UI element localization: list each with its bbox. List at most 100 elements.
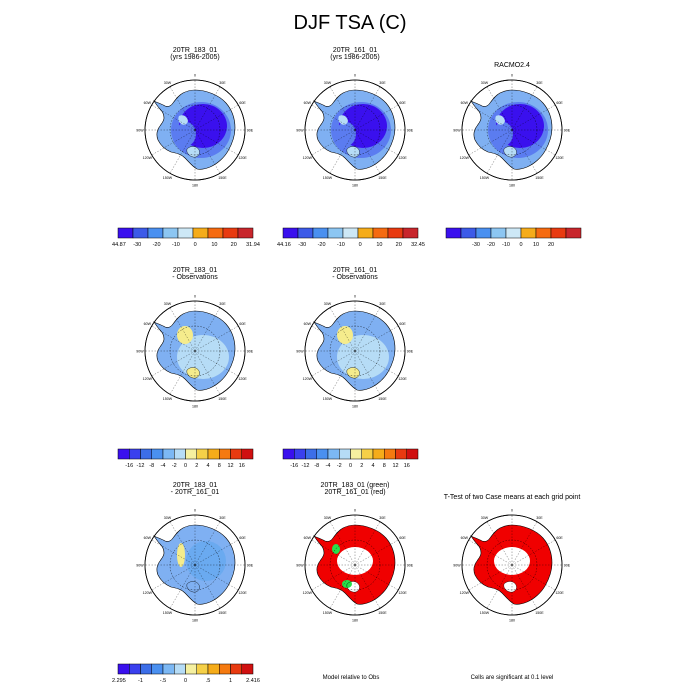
map-label: 0 <box>354 509 356 513</box>
colorbar-segment <box>395 448 407 460</box>
map-panel-8: 0 30E 60E 90E 120E 150E 180 150W 120W 90W 60W 30W <box>453 509 571 623</box>
colorbar-segment <box>140 663 152 675</box>
panel1-title: 20TR_183_01 (yrs 1986-2005) <box>170 47 220 61</box>
colorbar-segment <box>372 448 385 460</box>
colorbar-segment <box>327 448 340 460</box>
map-label: 60W <box>304 536 312 540</box>
map-label: 30W <box>324 302 332 306</box>
colorbar-tick-label: -44.87 <box>112 242 126 248</box>
map-label: 150E <box>218 397 227 401</box>
colorbar-tick-label: 32.45 <box>411 242 425 248</box>
colorbar-segment <box>565 227 582 239</box>
map-panel-3: 0 30E 60E 90E 120E 150E 180 150W 120W 90W 60W 30W <box>453 74 570 188</box>
colorbar-segment <box>151 448 164 460</box>
colorbar-segment <box>230 663 242 675</box>
map-label: 120W <box>303 156 313 160</box>
colorbar-segment <box>219 448 231 460</box>
map-label: 180 <box>509 184 515 188</box>
colorbar-segment <box>372 227 389 239</box>
colorbar-tick-label: -16 <box>125 463 133 469</box>
map-panel-6: 0 30E 60E 90E 120E 150E 180 150W 120W 90W 60W 30W <box>136 509 254 623</box>
map-label: 150W <box>163 397 173 401</box>
colorbar-segment <box>282 448 295 460</box>
colorbar-tick-label: -12 <box>137 463 145 469</box>
map-label: 30W <box>164 302 172 306</box>
colorbar-segment <box>445 227 462 239</box>
map-label: 0 <box>354 74 356 78</box>
map-label: 120W <box>303 591 313 595</box>
colorbar-tick-label: 2.416 <box>246 678 260 684</box>
map-label: 90E <box>564 564 571 568</box>
colorbar-segment <box>207 663 220 675</box>
colorbar-segment <box>361 448 374 460</box>
map-label: 60W <box>304 101 312 105</box>
map-label: 60E <box>239 101 246 105</box>
map-label: 90W <box>296 350 304 354</box>
colorbar-segment <box>241 448 254 460</box>
note-significance: Cells are significant at 0.1 level <box>470 675 554 681</box>
map-label: 120E <box>238 377 247 381</box>
map-label: 60W <box>144 101 152 105</box>
map-label: 150W <box>323 397 333 401</box>
colorbar-segment <box>196 663 209 675</box>
colorbar-segment <box>222 227 239 239</box>
colorbar-segment <box>117 448 130 460</box>
map-label: 90E <box>407 129 414 133</box>
colorbar-segment <box>327 227 344 239</box>
colorbar-tick-label: 10 <box>211 242 217 248</box>
map-label: 150W <box>480 176 490 180</box>
map-label: 0 <box>354 295 356 299</box>
map-label: 90W <box>453 564 461 568</box>
map-label: 30E <box>379 81 386 85</box>
panel5-title: 20TR_161_01- Observations <box>332 267 378 281</box>
colorbar-segment <box>550 227 567 239</box>
colorbar-segment <box>117 663 130 675</box>
map-label: 30W <box>164 81 172 85</box>
colorbar-tick-label: 4 <box>206 463 209 469</box>
map-label: 30E <box>379 516 386 520</box>
map-label: 90W <box>296 129 304 133</box>
colorbar-tick-label: 20 <box>396 242 402 248</box>
panel7-title: 20TR_183_01 (green) 20TR_161_01 (red) <box>320 482 390 496</box>
colorbar-segment <box>196 448 209 460</box>
colorbar-segment <box>174 448 186 460</box>
map-label: 60E <box>556 536 563 540</box>
colorbar-tick-label: 20 <box>231 242 237 248</box>
colorbar-tick-label: 16 <box>404 463 410 469</box>
colorbar-segment <box>207 448 220 460</box>
map-panel-7: 0 30E 60E 90E 120E 150E 180 150W 120W 90W 60W 30W <box>296 509 414 623</box>
map-label: 60E <box>239 322 246 326</box>
map-label: 90E <box>247 564 254 568</box>
colorbar-tick-label: 2 <box>195 463 198 469</box>
colorbar-segment <box>207 227 224 239</box>
colorbar-tick-label: -44.16 <box>277 242 291 248</box>
colorbar-segment <box>147 227 164 239</box>
map-label: 180 <box>509 619 515 623</box>
colorbar-segment <box>387 227 404 239</box>
colorbar-tick-label: 20 <box>548 242 554 248</box>
colorbar-tick-label: 16 <box>239 463 245 469</box>
colorbar-segment <box>237 227 254 239</box>
map-label: 90E <box>407 564 414 568</box>
colorbar-panel-1: -44.87 -30 -20 -10 0 10 20 31.94 <box>112 227 260 248</box>
colorbar-tick-label: -4 <box>326 463 331 469</box>
colorbar-tick-label: 0 <box>359 242 362 248</box>
colorbar-tick-label: 0 <box>194 242 197 248</box>
colorbar-segment <box>475 227 492 239</box>
map-label: 120W <box>460 156 470 160</box>
map-label: 120E <box>238 591 247 595</box>
colorbar-tick-label: 4 <box>371 463 374 469</box>
colorbar-tick-label: -1 <box>138 678 143 684</box>
map-panel-5: 0 30E 60E 90E 120E 150E 180 150W 120W 90W 60W 30W <box>296 295 413 409</box>
map-label: 90W <box>136 129 144 133</box>
map-label: 150E <box>378 397 387 401</box>
map-label: 150E <box>218 611 227 615</box>
colorbar-tick-label: 8 <box>218 463 221 469</box>
map-label: 0 <box>194 295 196 299</box>
note-model-vs-obs: Model relative to Obs <box>322 675 380 681</box>
colorbar-segment <box>357 227 374 239</box>
map-label: 0 <box>511 74 513 78</box>
colorbar-panel-6: -2.295 -1 -.5 0 .5 1 2.416 <box>112 663 260 684</box>
colorbar-tick-label: -30 <box>298 242 306 248</box>
colorbar-tick-label: 8 <box>383 463 386 469</box>
